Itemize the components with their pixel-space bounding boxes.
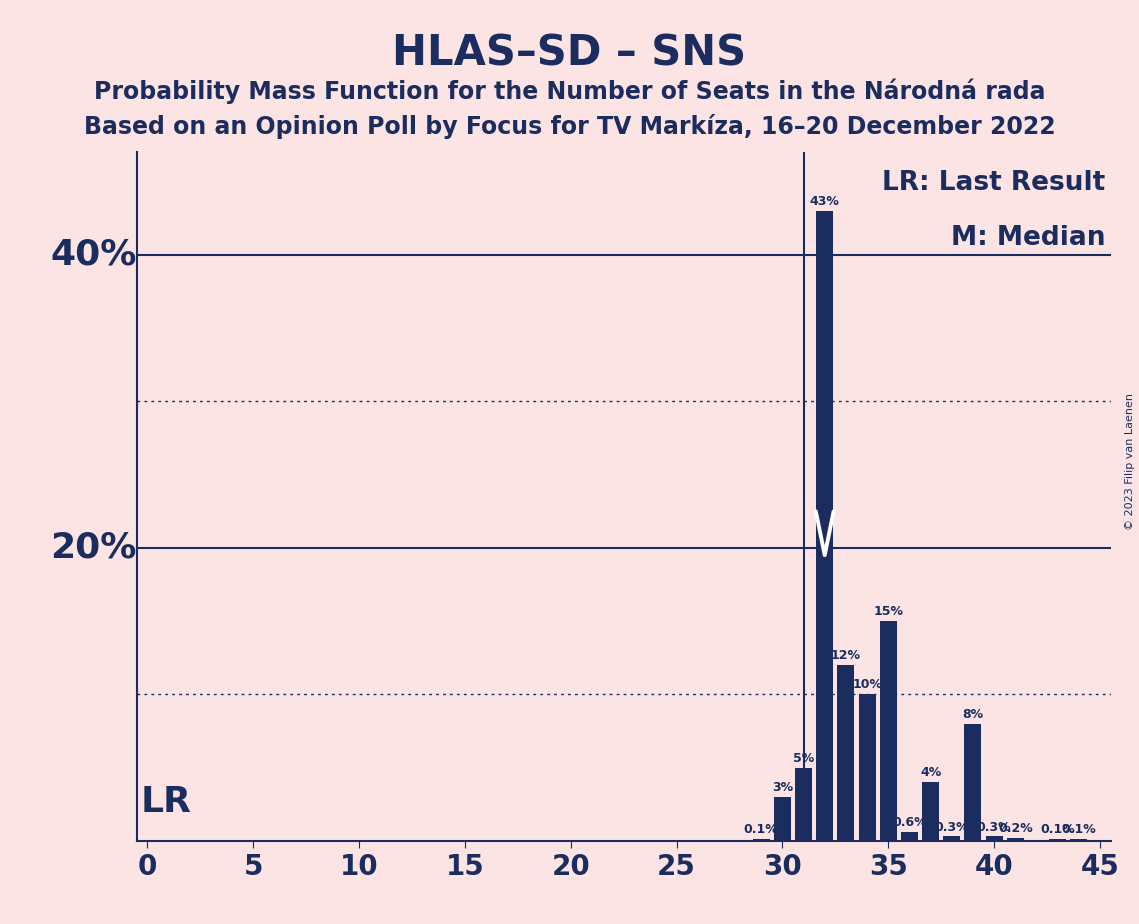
Bar [879,621,896,841]
Text: 5%: 5% [793,752,814,765]
Text: 15%: 15% [874,605,903,618]
Text: Probability Mass Function for the Number of Seats in the Národná rada: Probability Mass Function for the Number… [93,79,1046,104]
Bar [837,665,854,841]
Bar [773,796,790,841]
Text: 0.1%: 0.1% [1040,823,1075,836]
Text: 0.1%: 0.1% [744,823,779,836]
Text: 0.6%: 0.6% [892,816,927,829]
Bar [1049,839,1066,841]
Bar [923,783,939,841]
Bar [817,211,834,841]
Text: 40%: 40% [50,238,137,272]
Bar [859,694,876,841]
Text: 0.3%: 0.3% [977,821,1011,833]
Text: 0.1%: 0.1% [1062,823,1096,836]
Text: 10%: 10% [852,678,882,691]
Bar [795,768,812,841]
Text: 43%: 43% [810,195,839,208]
Text: 3%: 3% [772,781,793,794]
Bar [985,836,1002,841]
Text: LR: Last Result: LR: Last Result [883,170,1106,196]
Bar [901,832,918,841]
Bar [943,836,960,841]
Bar [753,839,770,841]
Text: 0.3%: 0.3% [934,821,969,833]
Text: LR: LR [141,784,191,819]
Text: HLAS–SD – SNS: HLAS–SD – SNS [393,32,746,74]
Text: 20%: 20% [50,531,137,565]
Bar [1071,839,1088,841]
Bar [1007,838,1024,841]
Text: 4%: 4% [920,766,941,779]
Text: © 2023 Filip van Laenen: © 2023 Filip van Laenen [1125,394,1134,530]
Text: Based on an Opinion Poll by Focus for TV Markíza, 16–20 December 2022: Based on an Opinion Poll by Focus for TV… [83,114,1056,139]
Text: 8%: 8% [962,708,983,721]
Text: 12%: 12% [830,650,861,663]
Bar [965,723,982,841]
Text: M: Median: M: Median [951,225,1106,250]
Text: 0.2%: 0.2% [998,822,1033,835]
